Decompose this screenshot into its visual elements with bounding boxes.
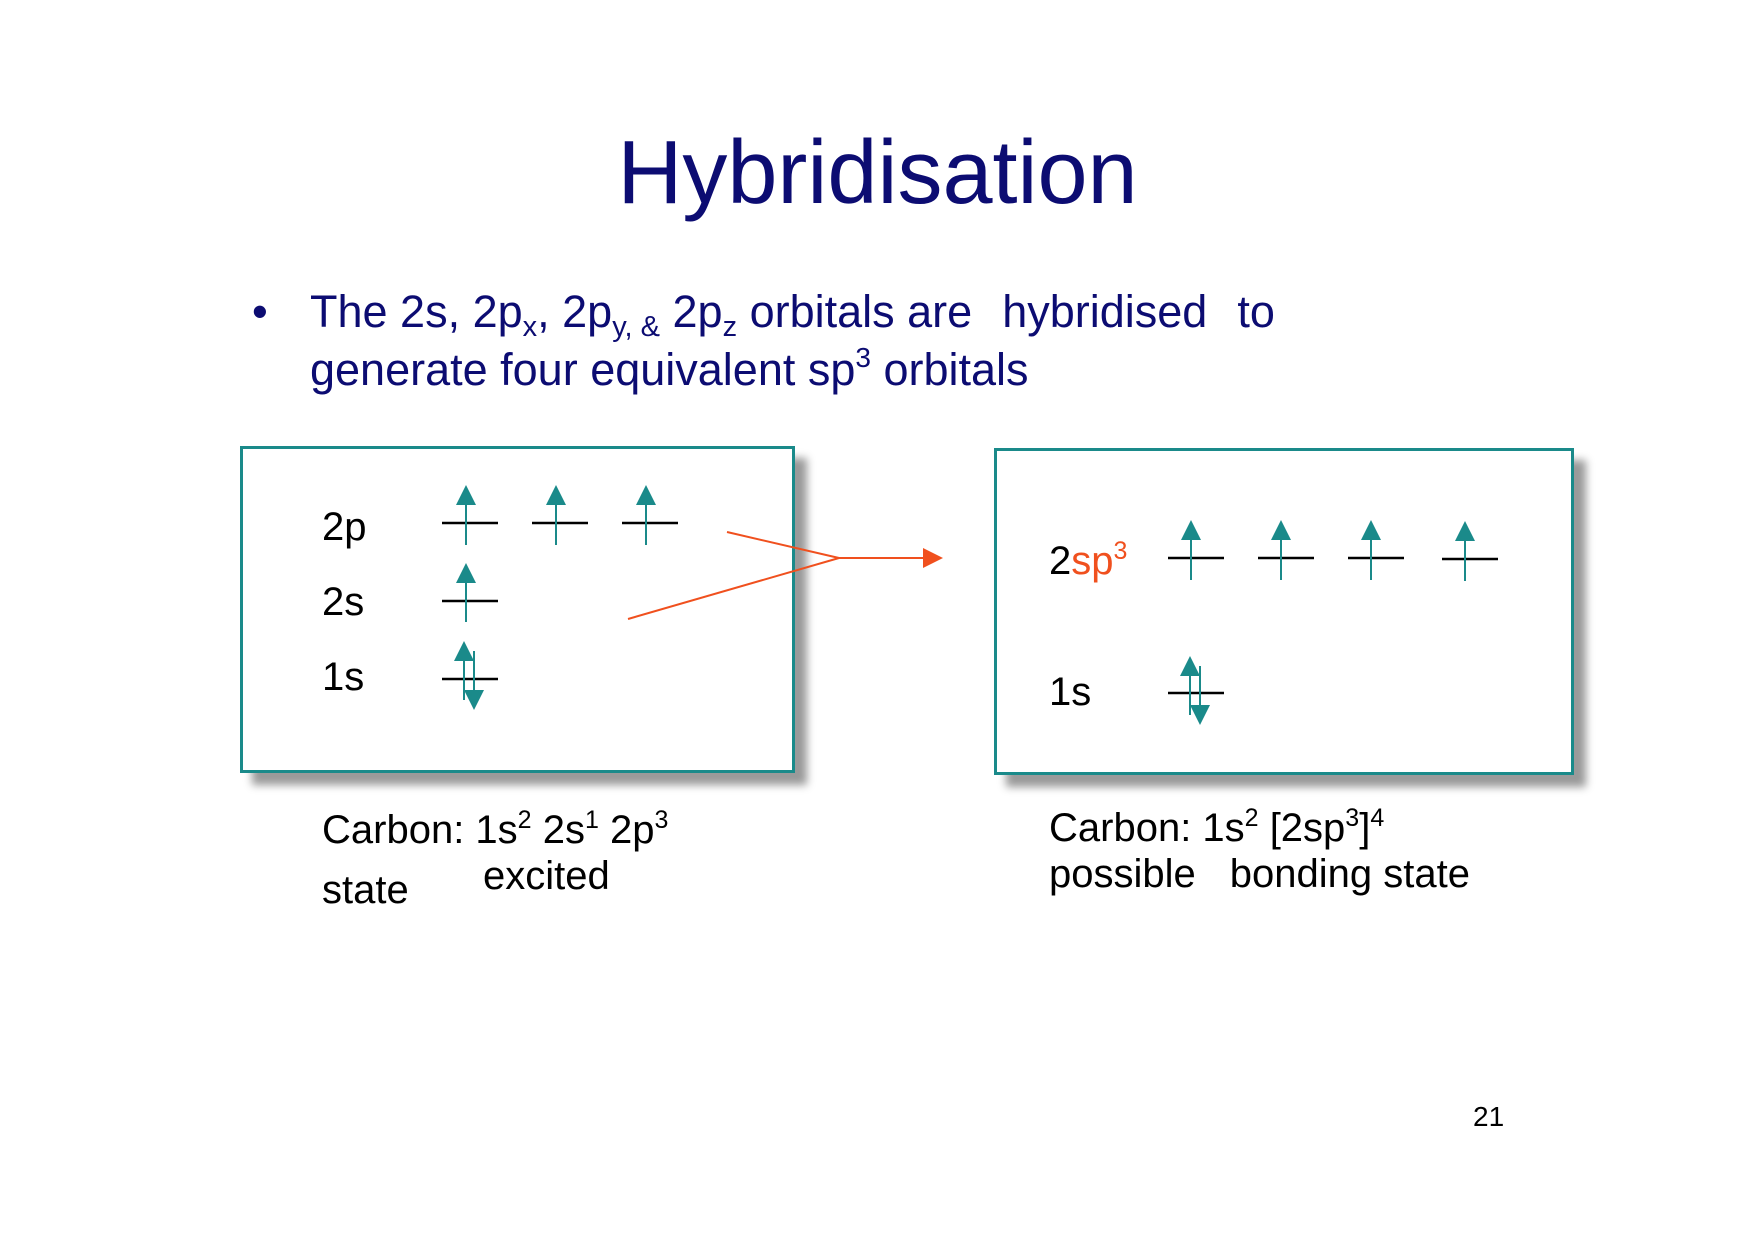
hybridised-state-box: [994, 448, 1574, 775]
right-caption-b: [2sp: [1258, 806, 1346, 850]
bullet-text-3: 2p: [660, 286, 723, 337]
right-caption-bonding-state: bonding state: [1229, 852, 1470, 896]
label-2sp3-sup: 3: [1113, 537, 1128, 565]
label-2sp3-prefix: 2: [1049, 539, 1072, 583]
bullet-text-5: hybridised: [1002, 286, 1208, 337]
bullet-text-1: The 2s, 2p: [310, 286, 523, 337]
left-caption-sup2: 1: [584, 806, 599, 834]
bullet-dot: •: [252, 286, 268, 337]
label-2sp3-main: sp: [1071, 539, 1114, 583]
superscript-3: 3: [855, 342, 871, 373]
subscript-y: y, &: [612, 311, 661, 343]
bullet-text-2: , 2p: [537, 286, 613, 337]
page-number: 21: [1473, 1101, 1505, 1132]
label-2sp3: 2sp3: [1049, 539, 1127, 583]
left-caption-state: state: [322, 868, 409, 912]
left-caption-sup3: 3: [654, 806, 669, 834]
subscript-x: x: [522, 311, 538, 343]
right-caption-c: ]: [1359, 806, 1371, 850]
left-caption-a: Carbon: 1s: [322, 808, 518, 852]
label-2p: 2p: [322, 505, 367, 549]
right-caption-line2: possible bonding state: [1049, 854, 1470, 894]
subscript-z: z: [722, 311, 738, 343]
left-caption-c: 2p: [598, 808, 655, 852]
left-caption-config: Carbon: 1s2 2s1 2p3: [322, 808, 668, 852]
right-caption-sup3: 4: [1370, 804, 1385, 832]
bullet-text-6: to: [1237, 286, 1275, 337]
label-1s-left: 1s: [322, 655, 365, 699]
slide-title: Hybridisation: [617, 123, 1138, 223]
bullet-line2-b: orbitals: [870, 344, 1029, 395]
right-caption-a: Carbon: 1s: [1049, 806, 1245, 850]
label-1s-right: 1s: [1049, 670, 1092, 714]
bullet-line2-a: generate four equivalent sp: [310, 344, 856, 395]
left-caption-excited: excited: [483, 854, 610, 898]
label-2s: 2s: [322, 580, 365, 624]
right-caption-sup2: 3: [1345, 804, 1360, 832]
right-caption-config: Carbon: 1s2 [2sp3]4: [1049, 806, 1384, 850]
left-caption-b: 2s: [531, 808, 585, 852]
bullet-text: The 2s, 2px, 2py, & 2pz orbitals are hybr…: [310, 283, 1275, 399]
right-caption-possible: possible: [1049, 852, 1196, 896]
left-caption-sup1: 2: [517, 806, 532, 834]
right-caption-sup1: 2: [1244, 804, 1259, 832]
bullet-text-4: orbitals are: [737, 286, 973, 337]
